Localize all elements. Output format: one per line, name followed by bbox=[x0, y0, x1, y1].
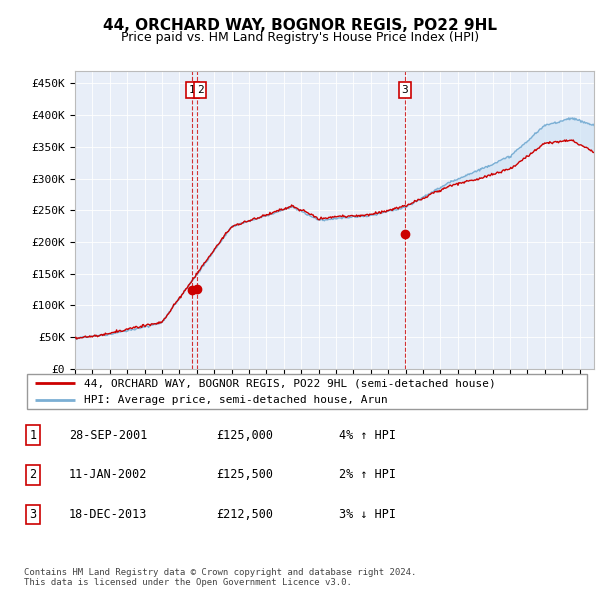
Text: 1: 1 bbox=[29, 429, 37, 442]
Text: 1: 1 bbox=[189, 85, 196, 95]
Text: 3: 3 bbox=[401, 85, 408, 95]
Text: 3: 3 bbox=[29, 508, 37, 521]
Text: 28-SEP-2001: 28-SEP-2001 bbox=[69, 429, 148, 442]
Text: Contains HM Land Registry data © Crown copyright and database right 2024.
This d: Contains HM Land Registry data © Crown c… bbox=[24, 568, 416, 587]
Text: 11-JAN-2002: 11-JAN-2002 bbox=[69, 468, 148, 481]
Text: 18-DEC-2013: 18-DEC-2013 bbox=[69, 508, 148, 521]
Text: £212,500: £212,500 bbox=[216, 508, 273, 521]
Text: £125,500: £125,500 bbox=[216, 468, 273, 481]
Text: 44, ORCHARD WAY, BOGNOR REGIS, PO22 9HL: 44, ORCHARD WAY, BOGNOR REGIS, PO22 9HL bbox=[103, 18, 497, 32]
FancyBboxPatch shape bbox=[27, 374, 587, 409]
Text: £125,000: £125,000 bbox=[216, 429, 273, 442]
Text: 3% ↓ HPI: 3% ↓ HPI bbox=[339, 508, 396, 521]
Text: 2: 2 bbox=[29, 468, 37, 481]
Text: 2% ↑ HPI: 2% ↑ HPI bbox=[339, 468, 396, 481]
Text: HPI: Average price, semi-detached house, Arun: HPI: Average price, semi-detached house,… bbox=[83, 395, 387, 405]
Text: 2: 2 bbox=[197, 85, 203, 95]
Text: Price paid vs. HM Land Registry's House Price Index (HPI): Price paid vs. HM Land Registry's House … bbox=[121, 31, 479, 44]
Text: 4% ↑ HPI: 4% ↑ HPI bbox=[339, 429, 396, 442]
Text: 44, ORCHARD WAY, BOGNOR REGIS, PO22 9HL (semi-detached house): 44, ORCHARD WAY, BOGNOR REGIS, PO22 9HL … bbox=[83, 378, 495, 388]
